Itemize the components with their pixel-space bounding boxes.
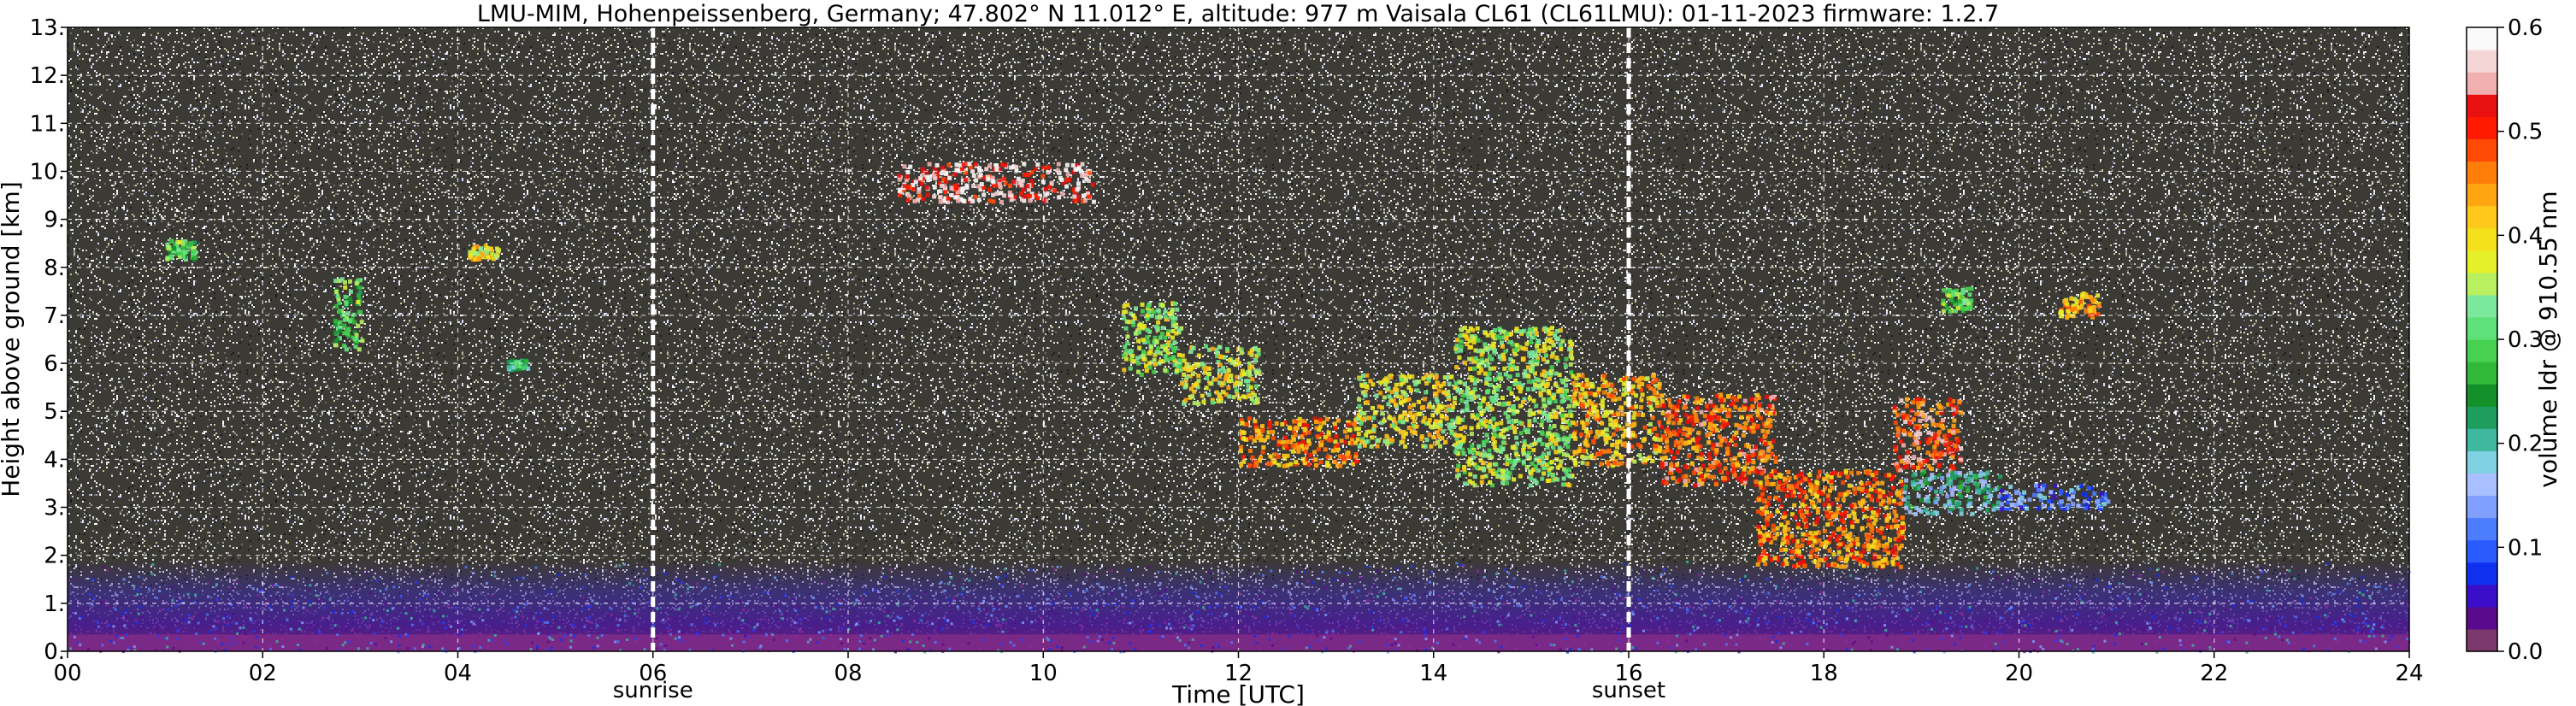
cloud-feature: [333, 277, 365, 352]
colorbar-swatch: [2467, 495, 2497, 519]
y-tick-label: 4.: [44, 447, 65, 473]
x-tick-label: 00: [53, 661, 81, 686]
cloud-feature: [1892, 397, 1964, 474]
x-tick-label: 24: [2395, 661, 2423, 686]
y-tick-label: 0.: [44, 639, 65, 665]
cloud-feature: [1999, 483, 2111, 512]
y-axis-label: Height above ground [km]: [0, 181, 25, 497]
colorbar-swatch: [2467, 227, 2497, 251]
colorbar-tick-label: 0.6: [2508, 15, 2543, 41]
colorbar-swatch: [2467, 539, 2497, 563]
colorbar-swatch: [2467, 584, 2497, 608]
y-tick-label: 8.: [44, 256, 65, 281]
colorbar-swatch: [2467, 250, 2497, 274]
cloud-feature: [468, 244, 501, 262]
colorbar-swatch: [2467, 473, 2497, 497]
colorbar-swatch: [2467, 450, 2497, 474]
colorbar-tick-label: 0.2: [2508, 432, 2543, 457]
colorbar-swatch: [2467, 428, 2497, 451]
y-tick-label: 11.: [30, 111, 65, 137]
chart-title: LMU-MIM, Hohenpeissenberg, Germany; 47.8…: [477, 1, 1999, 27]
x-axis-label: Time [UTC]: [1171, 680, 1305, 706]
cloud-feature: [2058, 291, 2101, 320]
colorbar-swatch: [2467, 72, 2497, 95]
y-tick-label: 13.: [30, 15, 65, 41]
event-lines: [651, 27, 1631, 651]
x-tick-label: 12: [1224, 661, 1253, 686]
colorbar-swatch: [2467, 628, 2497, 652]
y-tick-label: 7.: [44, 303, 65, 329]
x-tick-label: 08: [834, 661, 862, 686]
cloud-feature: [1180, 344, 1262, 406]
plot-area: [67, 26, 2411, 654]
cloud-feature: [1941, 286, 1974, 314]
colorbar-swatch: [2467, 316, 2497, 340]
colorbar-swatch: [2467, 116, 2497, 139]
colorbar: 0.0 0.1 0.2 0.3 0.4 0.5 0.6: [2466, 15, 2543, 665]
y-axis: 0. 1. 2. 3. 4. 5. 6. 7. 8. 9. 10. 11. 12. 13.: [30, 15, 68, 665]
y-tick-label: 1.: [44, 591, 65, 617]
x-tick-label: 16: [1614, 661, 1642, 686]
cloud-feature: [897, 162, 1096, 204]
x-tick-label: 02: [249, 661, 277, 686]
x-tick-label: 10: [1029, 661, 1058, 686]
y-tick-label: 2.: [44, 544, 65, 569]
x-tick-label: 06: [639, 661, 667, 686]
y-tick-label: 9.: [44, 208, 65, 233]
colorbar-swatch: [2467, 606, 2497, 630]
cloud-feature: [1453, 326, 1575, 488]
colorbar-tick-label: 0.4: [2508, 223, 2543, 249]
cloud-feature: [1355, 373, 1458, 449]
y-tick-label: 3.: [44, 496, 65, 521]
colorbar-swatch: [2467, 94, 2497, 117]
x-tick-label: 14: [1419, 661, 1447, 686]
colorbar-swatch: [2467, 517, 2497, 541]
colorbar-tick-label: 0.3: [2508, 327, 2543, 353]
colorbar-swatch: [2467, 138, 2497, 162]
y-tick-label: 5.: [44, 399, 65, 425]
y-tick-label: 10.: [30, 159, 65, 185]
x-axis: sunrise sunset 00 02 04 06 08 10 12 14 16 18 20 22 24: [53, 651, 2424, 703]
colorbar-swatch: [2467, 406, 2497, 429]
event-label-sunset: sunset: [1592, 678, 1665, 703]
x-tick-label: 20: [2005, 661, 2033, 686]
cloud-feature: [165, 238, 198, 262]
grid-lines: [68, 27, 2409, 651]
colorbar-swatch: [2467, 562, 2497, 585]
colorbar-tick-label: 0.5: [2508, 120, 2543, 145]
cloud-feature: [1755, 468, 1906, 569]
cloud-feature: [1658, 392, 1778, 488]
colorbar-tick-label: 0.1: [2508, 535, 2543, 561]
cloud-feature: [506, 358, 531, 373]
cloud-feature: [1121, 301, 1184, 377]
x-tick-label: 18: [1810, 661, 1838, 686]
event-label-sunrise: sunrise: [613, 678, 693, 703]
colorbar-label: volume ldr @ 910.55 nm: [2534, 191, 2562, 487]
cloud-feature: [1238, 416, 1359, 468]
colorbar-swatch: [2467, 205, 2497, 229]
colorbar-tick-label: 0.0: [2508, 639, 2543, 665]
y-tick-label: 12.: [30, 63, 65, 89]
colorbar-swatch: [2467, 27, 2497, 50]
colorbar-swatch: [2467, 161, 2497, 185]
colorbar-swatch: [2467, 272, 2497, 296]
colorbar-swatch: [2467, 294, 2497, 318]
x-tick-label: 04: [444, 661, 472, 686]
y-tick-label: 6.: [44, 351, 65, 377]
colorbar-swatch: [2467, 362, 2497, 385]
colorbar-swatch: [2467, 339, 2497, 362]
colorbar-swatch: [2467, 50, 2497, 73]
x-tick-label: 22: [2200, 661, 2228, 686]
cloud-feature: [1901, 469, 2003, 517]
colorbar-swatch: [2467, 384, 2497, 407]
colorbar-swatch: [2467, 183, 2497, 207]
